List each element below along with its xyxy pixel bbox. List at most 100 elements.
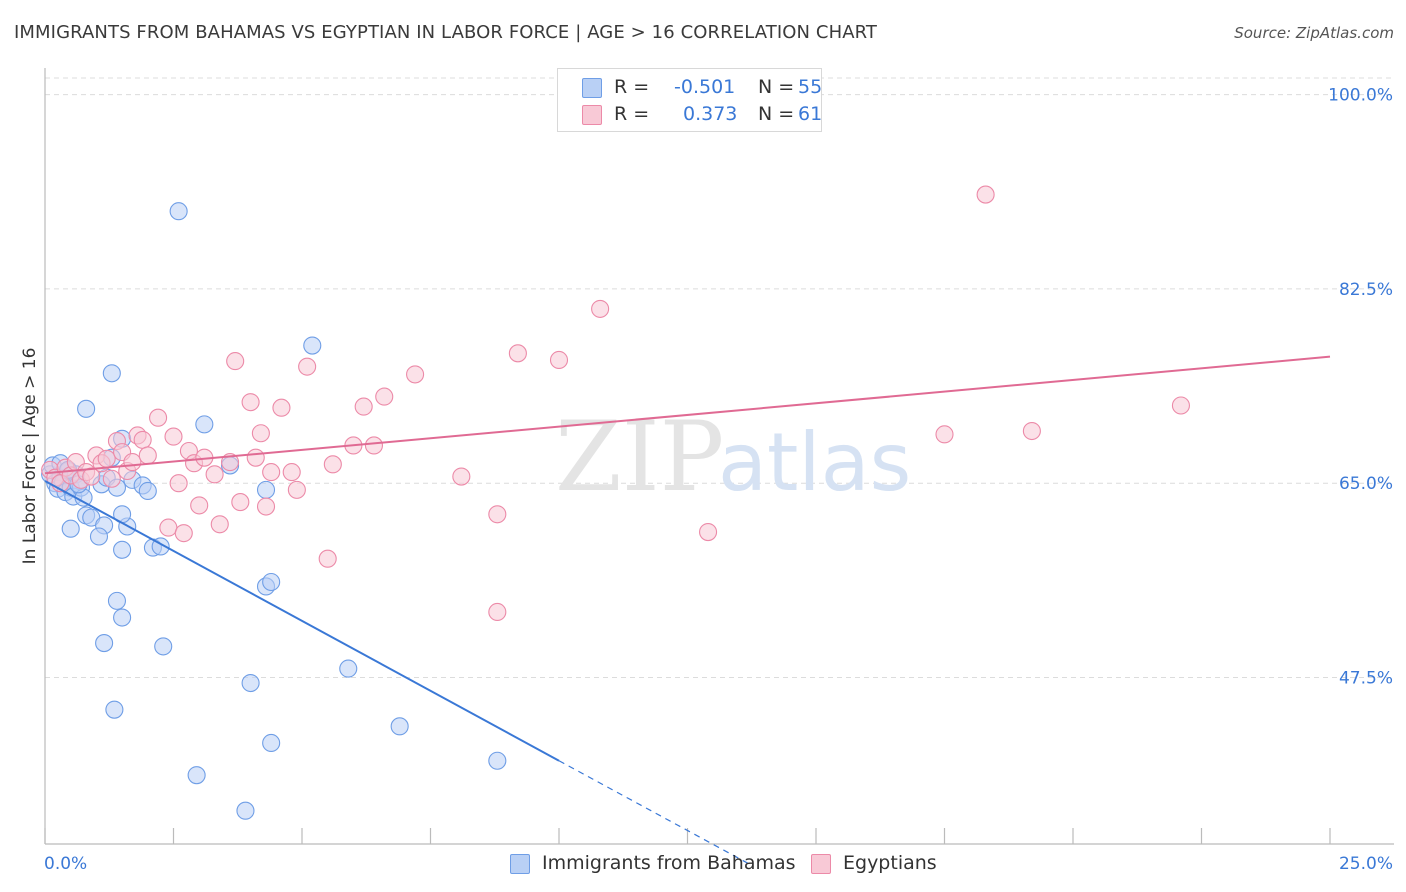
chart-title: IMMIGRANTS FROM BAHAMAS VS EGYPTIAN IN L… [14, 22, 878, 43]
bahamas-point [113, 540, 132, 559]
bahamas-point [105, 700, 124, 719]
egyptians-point [159, 518, 178, 537]
legend-r-value: 0.373 [683, 103, 738, 125]
bahamas-point [107, 591, 127, 610]
egyptians-point [323, 455, 342, 474]
egyptians-point [123, 453, 142, 472]
bahamas-trend-line [44, 480, 560, 762]
watermark-zip: ZIP [555, 401, 724, 513]
egyptians-point [976, 185, 995, 204]
egyptians-point [205, 465, 224, 484]
egyptians-point [452, 467, 471, 486]
y-tick-label: 100.0% [1328, 86, 1393, 106]
egyptians-point [508, 344, 527, 363]
egyptians-point [97, 449, 116, 468]
bahamas-point [303, 336, 322, 355]
bahamas-point [262, 572, 281, 592]
legend-n-value: 55 [798, 76, 823, 98]
egyptians-point [169, 474, 188, 493]
bahamas-trend-extension [558, 760, 750, 865]
egyptians-point [364, 436, 384, 455]
y-axis-label: In Labor Force | Age > 16 [20, 348, 40, 565]
legend-r-label: R = [614, 103, 650, 125]
bahamas-point [95, 634, 114, 653]
egyptians-point [164, 427, 183, 446]
source-label: Source: ZipAtlas.com [1234, 24, 1394, 42]
legend-n-value: 61 [798, 103, 823, 125]
watermark-atlas: atlas [718, 416, 911, 509]
bahamas-point [154, 637, 173, 656]
bahamas-point [89, 527, 109, 546]
egyptians-point [262, 463, 281, 482]
trend-lines [44, 355, 1331, 865]
bahamas-point [339, 659, 358, 678]
bottom-legend-label-bahamas: Immigrants from Bahamas [542, 852, 796, 874]
bahamas-point [61, 519, 80, 538]
bahamas-point [488, 751, 507, 770]
egyptians-point [488, 505, 507, 524]
egyptians-point [1022, 421, 1041, 441]
y-tick-labels: 100.0% 82.5% 65.0% 47.5% [1328, 86, 1393, 689]
bahamas-point [169, 202, 188, 221]
bahamas-point [236, 801, 255, 820]
egyptians-point [149, 408, 168, 427]
y-tick-label: 47.5% [1339, 668, 1393, 688]
bottom-legend-swatch-bahamas [510, 854, 530, 874]
egyptians-trend-line [44, 355, 1331, 475]
bahamas-point [113, 608, 132, 627]
bahamas-point [187, 766, 206, 785]
x-tick-label: 25.0% [1339, 854, 1393, 874]
egyptians-point [272, 398, 291, 417]
egyptians-point [1171, 396, 1190, 415]
egyptians-point [318, 549, 337, 568]
y-tick-label: 65.0% [1339, 474, 1393, 494]
bottom-legend-swatch-egyptians [811, 854, 831, 874]
grid-lines [45, 77, 1394, 678]
egyptians-point [220, 453, 240, 472]
bottom-legend-label-egyptians: Egyptians [843, 852, 937, 874]
bahamas-point [262, 733, 281, 753]
egyptians-point [251, 424, 270, 443]
watermark: ZIP atlas [555, 401, 911, 513]
bahamas-point [256, 480, 276, 499]
egyptians-point [138, 446, 157, 465]
bahamas-point [241, 673, 260, 693]
legend-n-label: N = [758, 103, 795, 125]
egyptians-point [231, 493, 250, 512]
egyptians-point [406, 365, 425, 384]
bahamas-point [390, 717, 409, 736]
egyptians-point [935, 425, 954, 444]
y-tick-label: 82.5% [1339, 280, 1393, 300]
legend-r-label: R = [614, 76, 650, 98]
legend: R = -0.501 N = 55 R = 0.373 N = 61 [557, 68, 822, 132]
egyptians-point [354, 397, 373, 416]
egyptians-point [591, 299, 610, 318]
legend-r-value: -0.501 [674, 76, 736, 98]
legend-swatch-egyptians [582, 105, 602, 125]
bahamas-point [102, 364, 121, 383]
egyptians-point [488, 602, 507, 622]
x-tick-label: 0.0% [44, 854, 87, 874]
x-tick-labels: 0.0% 25.0% [44, 854, 1393, 874]
egyptians-point [256, 497, 276, 516]
egyptians-point [699, 522, 718, 542]
egyptians-point [287, 480, 306, 499]
egyptians-point [241, 393, 260, 412]
egyptians-point [298, 357, 317, 376]
egyptians-point [375, 387, 394, 406]
egyptians-point [133, 430, 152, 449]
egyptians-point [102, 469, 121, 488]
bahamas-point [195, 415, 214, 434]
legend-n-label: N = [758, 76, 795, 98]
egyptians-point [282, 463, 301, 482]
egyptians-point [226, 352, 245, 371]
egyptians-point [210, 515, 229, 534]
legend-swatch-bahamas [582, 78, 602, 98]
egyptians-point [174, 524, 193, 543]
bahamas-point [138, 481, 157, 501]
egyptians-point [246, 448, 265, 467]
egyptians-point [549, 350, 569, 370]
bahamas-point [77, 399, 96, 418]
egyptians-point [190, 496, 209, 515]
